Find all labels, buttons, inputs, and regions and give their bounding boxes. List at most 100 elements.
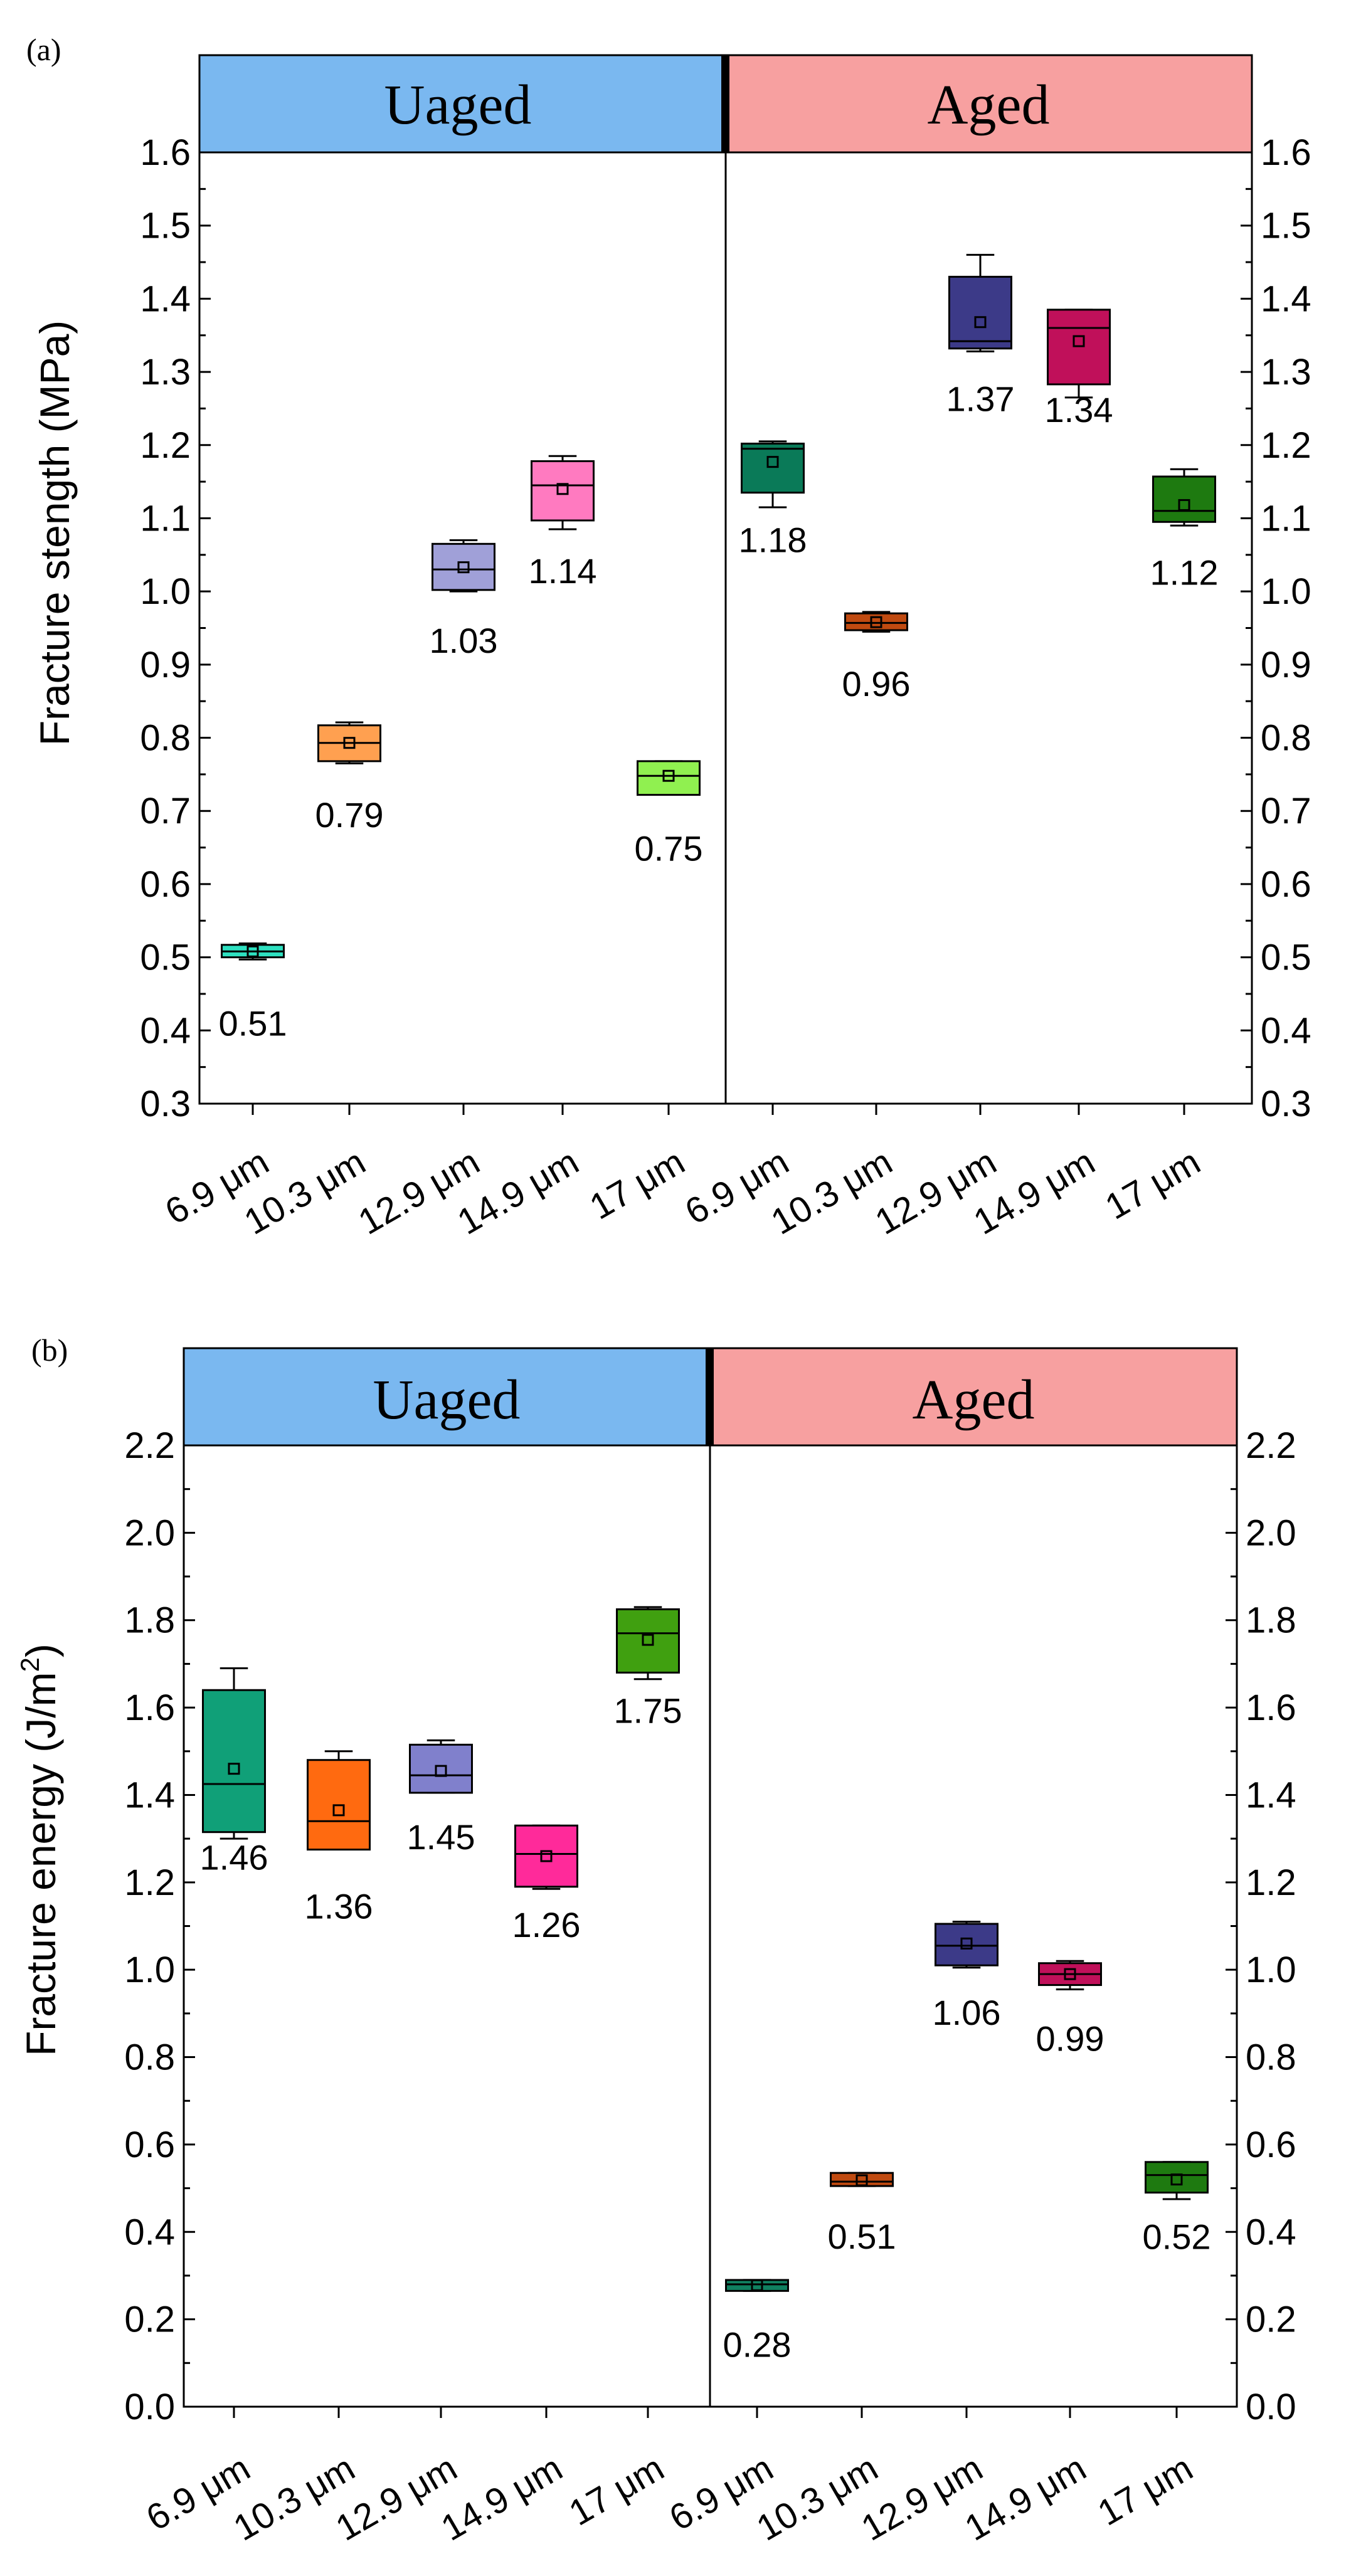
box-uaged-10.3: 0.79 bbox=[315, 721, 384, 835]
panel-b-fracture-energy: (b) Uaged Aged Fracture energy (J/m2) 0.… bbox=[15, 1333, 1296, 2549]
panel-a-group-band-uaged bbox=[198, 54, 727, 154]
panel-b-group-band-aged bbox=[709, 1347, 1238, 1447]
box-aged-17: 0.52 bbox=[1143, 2161, 1211, 2257]
box-iqr bbox=[531, 460, 595, 522]
y-tick-label-right: 1.2 bbox=[1261, 425, 1311, 466]
y-tick-label-right: 1.0 bbox=[1261, 571, 1311, 612]
mean-label: 0.51 bbox=[828, 2217, 896, 2256]
box-aged-17: 1.12 bbox=[1150, 468, 1219, 592]
panel-a-group-label-uaged: Uaged bbox=[384, 74, 532, 136]
mean-marker bbox=[556, 483, 569, 495]
panel-b-label: (b) bbox=[31, 1333, 68, 1368]
box-aged-6.9: 0.28 bbox=[723, 2279, 792, 2364]
y-tick-label-right: 0.8 bbox=[1246, 2037, 1296, 2078]
box-aged-6.9: 1.18 bbox=[739, 440, 807, 560]
panel-a-band-divider bbox=[721, 55, 729, 152]
panel-b-band-divider bbox=[706, 1348, 714, 1445]
box-iqr bbox=[935, 1923, 998, 1966]
box-uaged-10.3: 1.36 bbox=[305, 1750, 373, 1926]
mean-label: 1.03 bbox=[430, 621, 498, 660]
box-uaged-6.9: 0.51 bbox=[219, 942, 287, 1043]
panel-a-y-ticks-left: 0.3 0.4 0.5 0.6 0.7 0.8 0.9 1.0 1.1 1.2 1.3 1.4 1.5 1… bbox=[140, 132, 211, 1124]
y-tick-label-left: 1.0 bbox=[124, 1950, 175, 1990]
mean-marker bbox=[855, 2174, 868, 2187]
mean-marker bbox=[1178, 499, 1190, 511]
mean-label: 1.26 bbox=[512, 1905, 581, 1945]
y-tick-label-left: 1.3 bbox=[140, 352, 191, 393]
mean-marker bbox=[974, 316, 987, 329]
mean-label: 1.36 bbox=[305, 1887, 373, 1926]
mean-label: 0.79 bbox=[315, 795, 384, 835]
y-tick-label-right: 0.4 bbox=[1261, 1010, 1311, 1051]
y-tick-label-left: 0.6 bbox=[124, 2125, 175, 2165]
y-tick-label-left: 1.5 bbox=[140, 206, 191, 246]
y-tick-label-right: 0.6 bbox=[1246, 2125, 1296, 2165]
x-tick-label: 10.3 μm bbox=[750, 2447, 884, 2549]
mean-marker bbox=[751, 2279, 763, 2291]
panel-a-y-axis-label: Fracture stength (MPa) bbox=[31, 320, 78, 746]
y-tick-label-right: 1.8 bbox=[1246, 1600, 1296, 1641]
panel-a-x-ticks bbox=[252, 1104, 1185, 1115]
mean-marker bbox=[960, 1937, 973, 1950]
y-tick-label-right: 1.1 bbox=[1261, 498, 1311, 539]
y-tick-label-left: 1.4 bbox=[140, 278, 191, 319]
mean-marker bbox=[870, 616, 882, 628]
y-tick-label-left: 0.2 bbox=[124, 2299, 175, 2340]
y-tick-label-left: 1.1 bbox=[140, 498, 191, 539]
mean-marker bbox=[246, 945, 259, 958]
panel-b-y-axis-label-sup: 2 bbox=[15, 1657, 45, 1672]
box-uaged-17: 1.75 bbox=[614, 1606, 682, 1730]
mean-marker bbox=[1073, 335, 1085, 347]
y-tick-label-left: 0.9 bbox=[140, 645, 191, 685]
panel-b-group-band-uaged bbox=[183, 1347, 711, 1447]
mean-marker bbox=[228, 1763, 240, 1775]
x-tick-label: 17 μm bbox=[583, 1141, 691, 1227]
panel-b-y-axis-label-close: ) bbox=[18, 1644, 64, 1657]
y-tick-label-left: 1.2 bbox=[124, 1862, 175, 1903]
panel-a-group-band-aged bbox=[724, 54, 1253, 154]
panel-b-y-ticks-left: 0.0 0.2 0.4 0.6 0.8 1.0 1.2 1.4 1.6 1.8 2.0 2.2 bbox=[124, 1425, 195, 2427]
y-tick-label-left: 2.0 bbox=[124, 1512, 175, 1553]
box-iqr bbox=[432, 542, 495, 591]
y-tick-label-left: 0.3 bbox=[140, 1084, 191, 1124]
x-tick-label: 17 μm bbox=[562, 2447, 670, 2533]
mean-marker bbox=[457, 561, 470, 574]
y-tick-label-right: 1.6 bbox=[1261, 132, 1311, 173]
y-tick-label-left: 1.6 bbox=[140, 132, 191, 173]
mean-marker bbox=[343, 737, 356, 749]
mean-marker bbox=[1170, 2173, 1183, 2186]
panel-b-y-axis-label: Fracture energy (J/m2) bbox=[15, 1644, 64, 2056]
y-tick-label-right: 0.6 bbox=[1261, 864, 1311, 905]
mean-label: 1.37 bbox=[946, 379, 1015, 419]
panel-a-boxes: 0.51 0.79 1.03 1.14 0.75 1.18 0.96 1.37 1.34 1.12 bbox=[219, 253, 1219, 1043]
mean-label: 0.51 bbox=[219, 1004, 287, 1043]
x-tick-label: 14.9 μm bbox=[434, 2447, 569, 2549]
box-uaged-14.9: 1.14 bbox=[529, 455, 597, 591]
box-uaged-14.9: 1.26 bbox=[512, 1824, 581, 1945]
x-tick-label: 14.9 μm bbox=[958, 2447, 1093, 2549]
box-aged-12.9: 1.37 bbox=[946, 253, 1015, 419]
y-tick-label-right: 2.0 bbox=[1246, 1512, 1296, 1553]
y-tick-label-left: 1.4 bbox=[124, 1775, 175, 1815]
x-tick-label: 17 μm bbox=[1098, 1141, 1207, 1227]
mean-label: 1.12 bbox=[1150, 552, 1219, 592]
panel-b-y-ticks-right: 0.0 0.2 0.4 0.6 0.8 1.0 1.2 1.4 1.6 1.8 2.0 2.2 bbox=[1226, 1425, 1296, 2427]
mean-label: 1.46 bbox=[200, 1838, 268, 1877]
mean-label: 1.34 bbox=[1045, 390, 1113, 430]
mean-label: 0.75 bbox=[635, 829, 703, 868]
box-iqr bbox=[637, 760, 701, 796]
box-iqr bbox=[1145, 2161, 1209, 2194]
mean-marker bbox=[766, 456, 779, 468]
box-iqr bbox=[409, 1743, 473, 1794]
box-iqr bbox=[514, 1824, 578, 1888]
panel-a-fracture-strength: (a) Uaged Aged Fracture stength (MPa) 0.… bbox=[26, 32, 1311, 1243]
mean-label: 1.18 bbox=[739, 520, 807, 560]
y-tick-label-left: 0.0 bbox=[124, 2387, 175, 2427]
y-tick-label-right: 1.3 bbox=[1261, 352, 1311, 393]
box-uaged-6.9: 1.46 bbox=[200, 1667, 268, 1877]
y-tick-label-right: 2.2 bbox=[1246, 1425, 1296, 1466]
panel-b-group-label-uaged: Uaged bbox=[373, 1369, 521, 1431]
y-tick-label-left: 0.5 bbox=[140, 937, 191, 978]
